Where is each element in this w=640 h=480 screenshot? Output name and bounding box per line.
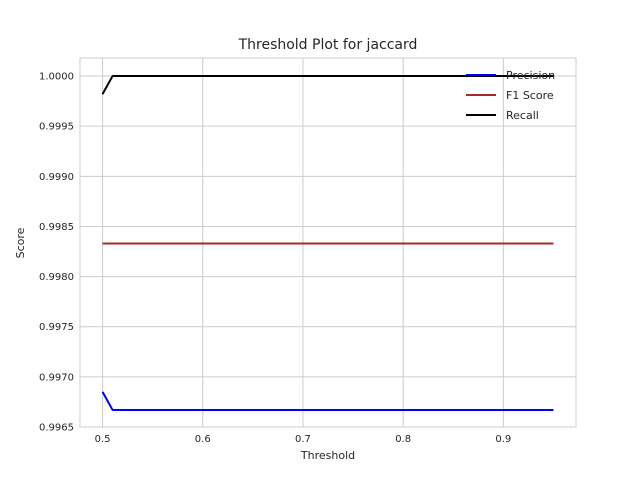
y-tick-label: 1.0000 — [39, 72, 74, 83]
series-line-recall — [101, 75, 554, 95]
y-tick-label: 0.9980 — [39, 272, 74, 283]
x-tick-labels: 0.5 0.6 0.7 0.8 0.9 — [95, 434, 512, 445]
y-axis-label: Score — [14, 227, 27, 258]
series-lines — [101, 75, 554, 411]
y-tick-labels: 0.9965 0.9970 0.9975 0.9980 0.9985 0.9990 0.99… — [39, 72, 74, 434]
y-tick-label: 0.9995 — [39, 122, 74, 133]
y-tick-label: 0.9985 — [39, 222, 74, 233]
x-tick-label: 0.9 — [495, 434, 511, 445]
legend-label-precision: Precision — [506, 69, 555, 82]
legend: Precision F1 Score Recall — [466, 69, 555, 122]
x-tick-label: 0.7 — [295, 434, 311, 445]
chart-title: Threshold Plot for jaccard — [238, 37, 418, 53]
series-line-precision — [101, 391, 554, 411]
x-tick-label: 0.8 — [395, 434, 411, 445]
plot-frame — [79, 57, 577, 428]
x-tick-label: 0.6 — [195, 434, 211, 445]
x-tick-label: 0.5 — [95, 434, 111, 445]
legend-label-f1-score: F1 Score — [506, 89, 554, 102]
y-tick-label: 0.9975 — [39, 322, 74, 333]
legend-label-recall: Recall — [506, 109, 539, 122]
y-tick-label: 0.9990 — [39, 172, 74, 183]
y-tick-label: 0.9970 — [39, 372, 74, 383]
x-axis-label: Threshold — [300, 449, 355, 462]
y-tick-label: 0.9965 — [39, 423, 74, 434]
